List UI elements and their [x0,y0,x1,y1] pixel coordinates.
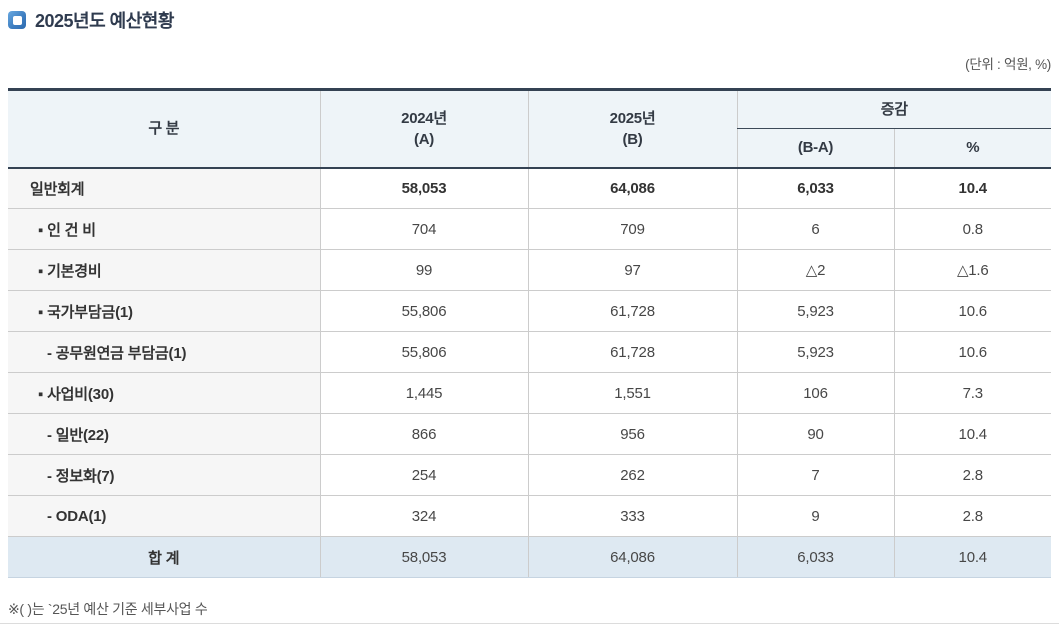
table-row-oda: - ODA(1) 324 333 9 2.8 [8,495,1052,537]
row-label: 일반회계 [8,167,320,209]
value-2025: 1,551 [527,372,737,414]
value-2024: 58,053 [319,167,528,209]
value-pct: 10.4 [893,413,1052,455]
col-header-2025: 2025년 (B) [527,89,737,168]
col-header-2024-year: 2024년 [401,109,447,127]
value-2024: 866 [319,413,528,455]
table-row-pension-contribution: - 공무원연금 부담금(1) 55,806 61,728 5,923 10.6 [8,331,1052,373]
page-title: 2025년도 예산현황 [35,11,174,31]
col-header-change: 증감 [736,89,1052,129]
value-diff: 90 [736,413,894,455]
value-pct: 10.4 [893,167,1052,209]
col-header-2024-code: (A) [414,130,434,148]
value-diff: 7 [736,454,894,496]
col-header-2024: 2024년 (A) [319,89,528,168]
col-header-2025-year: 2025년 [609,109,656,127]
value-pct: 10.6 [893,331,1052,373]
row-label: ▪ 사업비(30) [8,372,320,414]
value-2025: 64,086 [527,536,737,578]
row-label: - 정보화(7) [8,454,320,496]
row-label: - 일반(22) [8,413,320,455]
value-2024: 1,445 [319,372,528,414]
blue-square-bullet-icon [8,11,26,29]
value-pct: △1.6 [893,249,1052,291]
value-diff: 5,923 [736,290,894,332]
value-pct: 10.6 [893,290,1052,332]
value-diff: 6 [736,208,894,250]
value-2025: 64,086 [527,167,737,209]
table-row-informatization: - 정보화(7) 254 262 7 2.8 [8,454,1052,496]
row-label: - 공무원연금 부담금(1) [8,331,320,373]
value-pct: 2.8 [893,495,1052,537]
value-2025: 333 [527,495,737,537]
table-row-general-account: 일반회계 58,053 64,086 6,033 10.4 [8,167,1052,209]
value-diff: 5,923 [736,331,894,373]
value-pct: 7.3 [893,372,1052,414]
value-2024: 324 [319,495,528,537]
value-2024: 55,806 [319,331,528,373]
table-row-total: 합 계 58,053 64,086 6,033 10.4 [8,536,1052,578]
col-header-2025-code: (B) [622,130,643,148]
section-title-bar: 2025년도 예산현황 [8,7,174,33]
row-label: ▪ 국가부담금(1) [8,290,320,332]
row-label: ▪ 기본경비 [8,249,320,291]
unit-note: (단위 : 억원, %) [965,57,1051,72]
value-2025: 61,728 [527,331,737,373]
value-diff: 9 [736,495,894,537]
table-row-project-expenses: ▪ 사업비(30) 1,445 1,551 106 7.3 [8,372,1052,414]
table-row-basic-expenses: ▪ 기본경비 99 97 △2 △1.6 [8,249,1052,291]
value-2025: 97 [527,249,737,291]
value-2024: 254 [319,454,528,496]
col-header-pct: % [893,128,1052,168]
value-diff: △2 [736,249,894,291]
footnote: ※( )는 `25년 예산 기준 세부사업 수 [8,601,208,617]
value-pct: 0.8 [893,208,1052,250]
value-2024: 58,053 [319,536,528,578]
col-header-category: 구 분 [8,89,320,168]
value-2024: 55,806 [319,290,528,332]
row-label: 합 계 [8,536,320,578]
value-2025: 61,728 [527,290,737,332]
value-2024: 99 [319,249,528,291]
row-label: ▪ 인 건 비 [8,208,320,250]
value-pct: 2.8 [893,454,1052,496]
value-2025: 709 [527,208,737,250]
value-diff: 106 [736,372,894,414]
value-2025: 956 [527,413,737,455]
table-row-general: - 일반(22) 866 956 90 10.4 [8,413,1052,455]
table-header: 구 분 2024년 (A) 2025년 (B) 증감 (B-A) % [8,89,1052,168]
value-diff: 6,033 [736,167,894,209]
value-pct: 10.4 [893,536,1052,578]
table-row-personnel: ▪ 인 건 비 704 709 6 0.8 [8,208,1052,250]
value-diff: 6,033 [736,536,894,578]
table-row-state-contribution: ▪ 국가부담금(1) 55,806 61,728 5,923 10.6 [8,290,1052,332]
budget-table: 구 분 2024년 (A) 2025년 (B) 증감 (B-A) % 일반회계 … [8,88,1052,578]
row-label: - ODA(1) [8,495,320,537]
col-header-diff: (B-A) [736,128,894,168]
value-2025: 262 [527,454,737,496]
value-2024: 704 [319,208,528,250]
